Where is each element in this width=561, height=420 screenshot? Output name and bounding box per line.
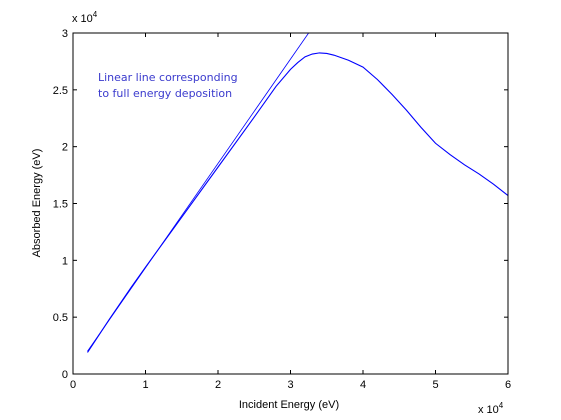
y-multiplier-exp: 4 [93, 10, 98, 19]
x-tick-label: 0 [70, 379, 76, 391]
x-tick-label: 2 [215, 379, 221, 391]
x-axis: 0 1 2 3 4 5 6 [70, 33, 511, 391]
x-tick-label: 4 [360, 379, 366, 391]
y-tick-label: 0 [62, 369, 68, 381]
x-axis-label: Incident Energy (eV) [239, 399, 339, 411]
y-tick-label: 1.5 [53, 199, 68, 211]
y-axis: 0 0.5 1 1.5 2 2.5 3 [53, 28, 508, 381]
x-multiplier-exp: 4 [499, 401, 504, 410]
x-tick-label: 6 [505, 379, 511, 391]
y-tick-label: 2 [62, 142, 68, 154]
y-tick-label: 2.5 [53, 85, 68, 97]
y-tick-label: 1 [62, 255, 68, 267]
y-tick-label: 0.5 [53, 312, 68, 324]
x-tick-label: 1 [142, 379, 148, 391]
y-multiplier-base: x 10 [72, 13, 93, 25]
annotation-line-1: Linear line corresponding [98, 71, 238, 84]
absorbed-energy-curve [87, 52, 509, 353]
x-multiplier: x 104 [478, 401, 504, 416]
x-tick-label: 3 [287, 379, 293, 391]
y-axis-label: Absorbed Energy (eV) [31, 149, 43, 258]
series-group [87, 32, 509, 353]
annotation-line-2: to full energy deposition [98, 87, 232, 100]
plot-background [73, 33, 508, 374]
x-tick-label: 5 [432, 379, 438, 391]
x-multiplier-base: x 10 [478, 404, 499, 416]
y-tick-label: 3 [62, 28, 68, 40]
y-multiplier: x 104 [72, 10, 98, 25]
